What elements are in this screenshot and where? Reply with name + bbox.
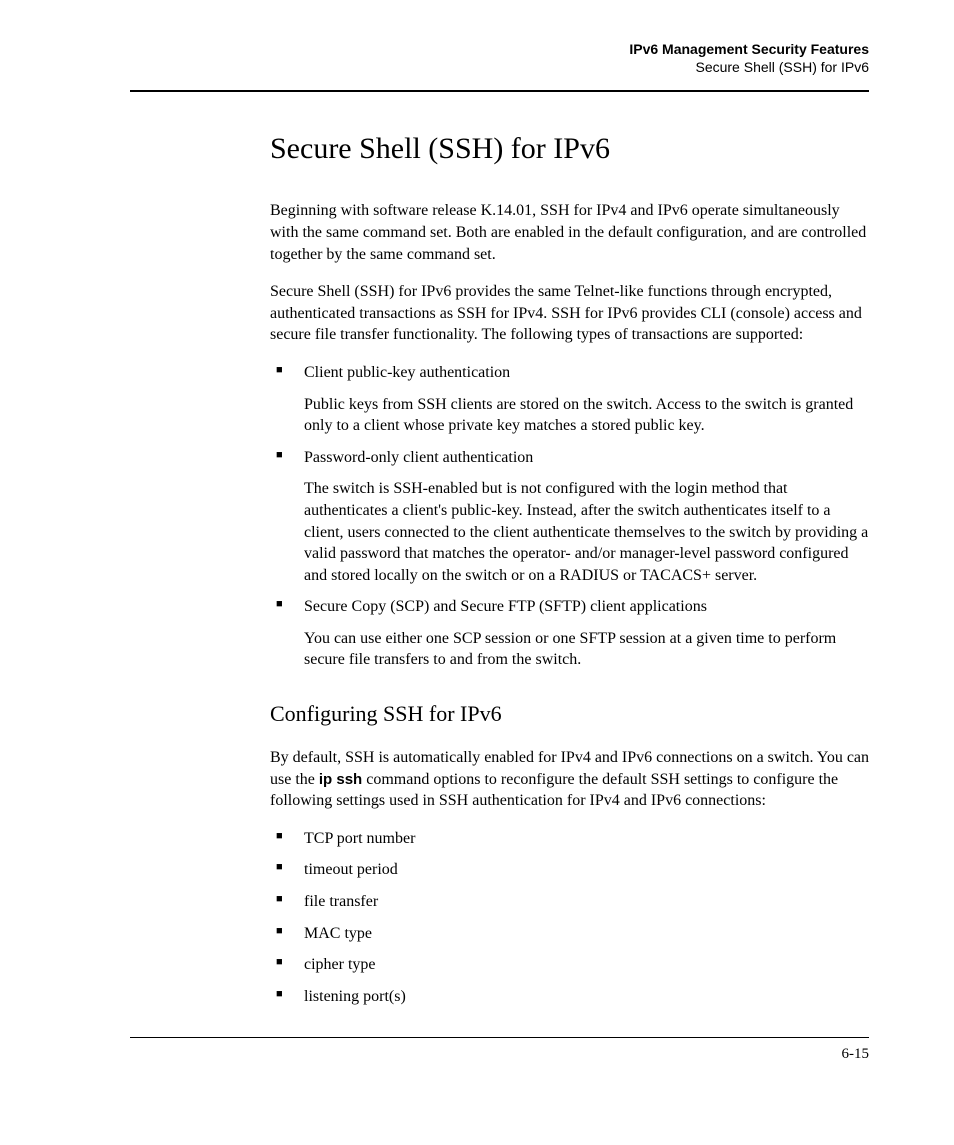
list-item: cipher type xyxy=(270,954,869,976)
list-item: Password-only client authentication The … xyxy=(270,447,869,587)
intro-paragraph-2: Secure Shell (SSH) for IPv6 provides the… xyxy=(270,281,869,346)
list-item-desc: You can use either one SCP session or on… xyxy=(304,628,869,671)
running-head-chapter: IPv6 Management Security Features xyxy=(130,40,869,58)
list-item: MAC type xyxy=(270,923,869,945)
top-rule-wrap xyxy=(130,90,869,92)
list-item: timeout period xyxy=(270,859,869,881)
list-item-label: TCP port number xyxy=(304,830,415,847)
content-block: Secure Shell (SSH) for IPv6 Beginning wi… xyxy=(130,132,869,1007)
config-intro-cmd: ip ssh xyxy=(319,771,362,788)
page-number: 6-15 xyxy=(130,1046,869,1063)
running-head: IPv6 Management Security Features Secure… xyxy=(130,40,869,76)
running-head-section: Secure Shell (SSH) for IPv6 xyxy=(130,58,869,76)
list-item-label: file transfer xyxy=(304,893,378,910)
list-item: listening port(s) xyxy=(270,986,869,1008)
list-item-label: timeout period xyxy=(304,861,398,878)
top-rule xyxy=(130,90,869,92)
list-item-label: Client public-key authentication xyxy=(304,364,510,381)
list-item-label: MAC type xyxy=(304,925,372,942)
bottom-rule xyxy=(130,1037,869,1038)
settings-list: TCP port number timeout period file tran… xyxy=(270,828,869,1008)
page: IPv6 Management Security Features Secure… xyxy=(0,0,954,1103)
section-subtitle: Configuring SSH for IPv6 xyxy=(270,701,869,727)
list-item-label: cipher type xyxy=(304,956,376,973)
list-item-label: Secure Copy (SCP) and Secure FTP (SFTP) … xyxy=(304,598,707,615)
list-item: file transfer xyxy=(270,891,869,913)
list-item: Client public-key authentication Public … xyxy=(270,362,869,437)
list-item-label: listening port(s) xyxy=(304,988,406,1005)
list-item: TCP port number xyxy=(270,828,869,850)
config-intro: By default, SSH is automatically enabled… xyxy=(270,747,869,812)
list-item-desc: The switch is SSH-enabled but is not con… xyxy=(304,478,869,586)
transaction-list: Client public-key authentication Public … xyxy=(270,362,869,671)
list-item: Secure Copy (SCP) and Secure FTP (SFTP) … xyxy=(270,596,869,671)
page-title: Secure Shell (SSH) for IPv6 xyxy=(270,132,869,166)
intro-paragraph-1: Beginning with software release K.14.01,… xyxy=(270,200,869,265)
list-item-label: Password-only client authentication xyxy=(304,449,533,466)
list-item-desc: Public keys from SSH clients are stored … xyxy=(304,394,869,437)
